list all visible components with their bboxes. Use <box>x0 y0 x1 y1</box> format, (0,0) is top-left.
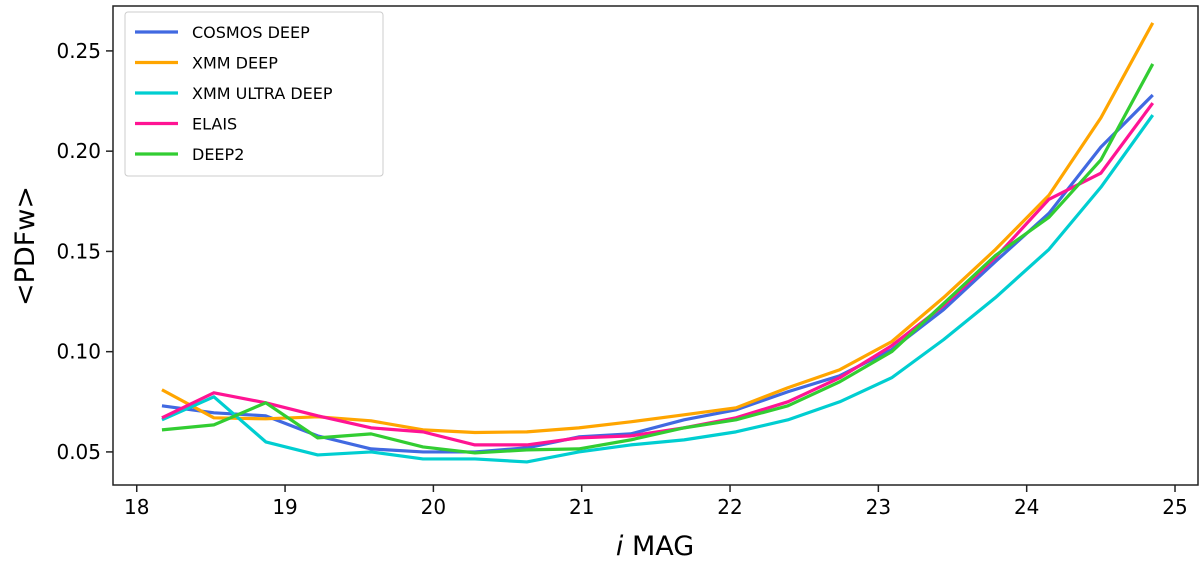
legend: COSMOS DEEP XMM DEEP XMM ULTRA DEEP ELAIS DE… <box>124 11 384 177</box>
y-tick-label: 0.25 <box>56 39 101 63</box>
x-axis-ticks: 18 19 20 21 22 23 24 25 <box>124 485 1188 519</box>
y-tick-label: 0.05 <box>56 440 101 464</box>
series-lines <box>161 22 1155 464</box>
x-tick-label: 23 <box>866 495 891 519</box>
x-tick-label: 18 <box>124 495 149 519</box>
x-tick-label: 20 <box>421 495 446 519</box>
x-tick-label: 21 <box>569 495 594 519</box>
legend-label: XMM DEEP <box>192 54 278 73</box>
legend-label: COSMOS DEEP <box>192 23 310 42</box>
x-axis-label: i MAG <box>616 531 694 561</box>
x-tick-label: 24 <box>1014 495 1039 519</box>
legend-label: ELAIS <box>192 115 237 134</box>
series-line-deep2 <box>161 63 1155 455</box>
y-tick-label: 0.15 <box>56 239 101 263</box>
series-line-xmm-ultra-deep <box>161 114 1155 464</box>
legend-label: DEEP2 <box>192 145 244 164</box>
x-tick-label: 19 <box>272 495 297 519</box>
legend-box <box>124 11 384 177</box>
x-tick-label: 22 <box>717 495 742 519</box>
x-tick-label: 25 <box>1162 495 1187 519</box>
y-tick-label: 0.10 <box>56 340 101 364</box>
legend-label: XMM ULTRA DEEP <box>192 84 333 103</box>
y-tick-label: 0.20 <box>56 139 101 163</box>
y-axis-label: <PDFw> <box>10 186 41 306</box>
plot-frame <box>112 5 1199 486</box>
y-axis-ticks: 0.05 0.10 0.15 0.20 0.25 <box>56 39 113 464</box>
